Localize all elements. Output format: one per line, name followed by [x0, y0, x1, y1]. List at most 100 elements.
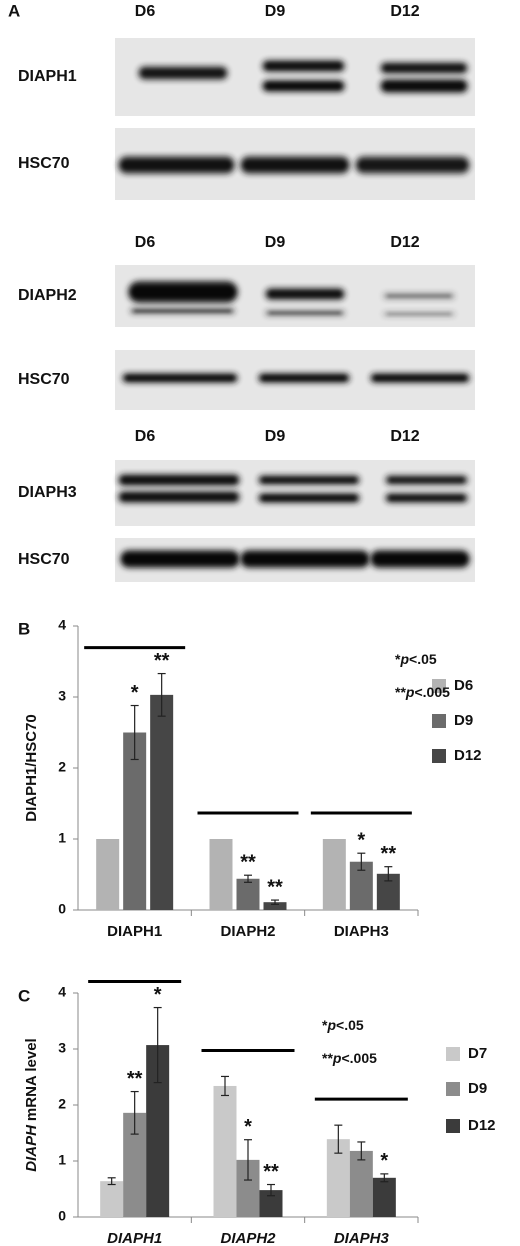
band-core	[359, 160, 466, 170]
band-core	[262, 495, 356, 501]
error-bar	[107, 1177, 116, 1186]
error-bar	[267, 1183, 275, 1197]
error-bar	[221, 1075, 229, 1097]
band-core	[387, 294, 451, 298]
y-tick-label: 3	[58, 688, 66, 704]
band-core	[122, 494, 236, 500]
x-tick-label: DIAPH2	[220, 923, 275, 940]
bar	[236, 878, 260, 910]
error-bar	[334, 1124, 343, 1154]
bar	[236, 1159, 260, 1217]
lane-label: D12	[390, 3, 419, 20]
protein-label: HSC70	[18, 371, 70, 388]
significance-label: *	[244, 1116, 252, 1138]
band-core	[384, 82, 464, 90]
band-core	[269, 311, 341, 315]
error-bar	[153, 1006, 162, 1084]
error-bar	[130, 704, 139, 761]
band-core	[262, 477, 356, 483]
legend-swatch	[446, 1082, 460, 1096]
lane-label: D6	[135, 3, 156, 20]
bar	[376, 873, 400, 910]
panel-label: B	[18, 619, 30, 638]
significance-label: *	[131, 682, 139, 704]
band-core	[374, 375, 466, 381]
bar	[322, 839, 346, 910]
legend-label: D12	[454, 747, 482, 764]
band-core	[389, 477, 464, 483]
band-core	[134, 309, 231, 313]
bar	[349, 1150, 373, 1217]
panel-label: A	[8, 1, 20, 20]
p-value-note: **p<.005	[322, 1050, 377, 1066]
legend-swatch	[432, 749, 446, 763]
y-axis-label: DIAPH1/HSC70	[23, 714, 40, 822]
band-core	[122, 477, 236, 483]
legend-label: D7	[468, 1045, 487, 1062]
band-core	[132, 286, 234, 298]
significance-label: **	[381, 843, 397, 865]
y-axis-label: DIAPH mRNA level	[23, 1038, 40, 1171]
lane-label: D6	[135, 428, 156, 445]
band-core	[142, 69, 224, 77]
legend-swatch	[446, 1119, 460, 1133]
p-value-symbol: p	[405, 684, 415, 700]
band-core	[244, 554, 366, 564]
y-axis-label-text: DIAPH1/HSC70	[23, 714, 40, 822]
x-tick-label: DIAPH1	[107, 1230, 162, 1246]
protein-label: DIAPH2	[18, 287, 77, 304]
error-bar	[384, 866, 393, 882]
bar	[372, 1177, 396, 1217]
error-bar	[157, 672, 166, 717]
x-tick-label: DIAPH3	[334, 1230, 390, 1246]
significance-label: **	[240, 851, 256, 873]
band-core	[389, 495, 464, 501]
significance-label: *	[380, 1150, 388, 1172]
y-tick-label: 4	[58, 984, 66, 1000]
x-tick-label: DIAPH1	[107, 923, 162, 940]
error-bar	[130, 1090, 139, 1135]
lane-label: D12	[390, 234, 419, 251]
y-tick-label: 3	[58, 1040, 66, 1056]
band-core	[126, 375, 234, 381]
p-value-note: *p<.05	[395, 651, 437, 667]
y-tick-label: 0	[58, 901, 66, 917]
protein-label: HSC70	[18, 551, 70, 568]
bar	[123, 1112, 147, 1217]
y-axis-label-text: mRNA level	[23, 1038, 40, 1121]
p-value-threshold: <.005	[414, 684, 450, 700]
legend-label: D9	[454, 712, 473, 729]
bar	[259, 1190, 283, 1217]
lane-label: D9	[265, 234, 286, 251]
p-value-symbol: p	[326, 1017, 336, 1033]
legend-swatch	[432, 679, 446, 693]
p-value-threshold: <.05	[409, 651, 437, 667]
lane-label: D12	[390, 428, 419, 445]
p-value-symbol: p	[332, 1050, 342, 1066]
bar	[96, 839, 120, 910]
p-value-stars: **	[322, 1050, 333, 1066]
p-value-note: *p<.05	[322, 1017, 364, 1033]
x-tick-label: DIAPH3	[334, 923, 389, 940]
bar	[209, 839, 233, 910]
bar	[213, 1085, 237, 1217]
band-core	[374, 554, 466, 564]
lane-label: D9	[265, 3, 286, 20]
error-bar	[244, 874, 252, 883]
y-tick-label: 4	[58, 617, 66, 633]
p-value-threshold: <.005	[341, 1050, 377, 1066]
y-tick-label: 2	[58, 759, 66, 775]
significance-label: **	[154, 650, 170, 672]
bar	[150, 694, 174, 910]
bar	[349, 861, 373, 910]
significance-label: **	[127, 1068, 143, 1090]
p-value-stars: **	[395, 684, 406, 700]
p-value-threshold: <.05	[336, 1017, 364, 1033]
p-value-note: **p<.005	[395, 684, 450, 700]
bar	[146, 1045, 170, 1217]
y-axis-label-italic: DIAPH	[23, 1124, 40, 1172]
significance-label: **	[267, 876, 283, 898]
error-bar	[244, 1139, 252, 1181]
